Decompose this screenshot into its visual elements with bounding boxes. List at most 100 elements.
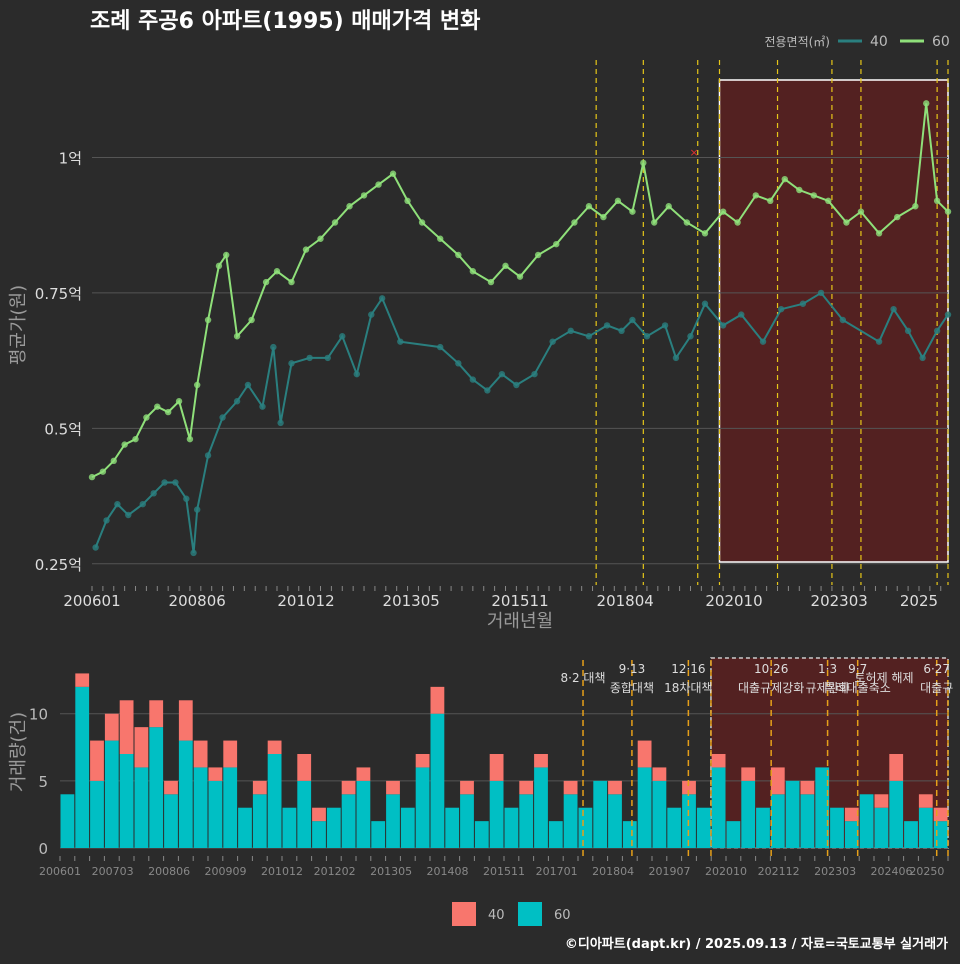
price-y-tick-label: 0.5억 [44,420,82,438]
policy-annotation-label: 18차대책 [664,680,712,695]
volume-bar-60 [770,794,785,848]
volume-x-tick-label: 201202 [314,865,356,878]
policy-annotation-label: 대출규제강화 [738,681,804,695]
volume-bar-60 [371,821,386,848]
volume-bar-60 [223,767,238,848]
price-x-tick-label: 202303 [811,592,868,610]
volume-bar-40 [104,713,119,741]
volume-bar-40 [800,780,815,795]
volume-bar-60 [904,821,918,848]
volume-bar-40 [770,767,785,795]
volume-bar-40 [563,780,578,795]
volume-bar-40 [267,740,282,754]
volume-bar-60 [164,794,178,848]
volume-x-tick-label: 201408 [427,865,469,878]
volume-y-tick-label: 5 [38,773,48,791]
volume-bar-60 [918,807,933,848]
volume-x-tick-label: 200601 [39,865,81,878]
volume-x-tick-label: 201804 [592,865,634,878]
volume-bar-40 [178,700,193,741]
price-x-tick-label: 201012 [277,592,334,610]
volume-bar-40 [415,754,430,768]
volume-bar-60 [267,754,282,848]
volume-bar-60 [326,807,341,848]
price-lines [91,103,949,554]
volume-x-tick-label: 201305 [370,865,412,878]
volume-x-tick-label: 200703 [92,865,134,878]
volume-y-tick-label: 0 [38,840,48,858]
footer-credit: ©디아파트(dapt.kr) / 2025.09.13 / 자료=국토교통부 실… [565,936,948,952]
price-grid [92,157,948,565]
volume-x-tick-label: 201012 [261,865,303,878]
volume-bar-40 [356,767,371,781]
volume-bar-40 [134,727,149,768]
volume-bar-60 [90,780,104,848]
volume-bar-60 [430,713,445,848]
volume-bar-60 [800,794,815,848]
volume-bar-60 [312,821,326,848]
volume-bar-40 [252,780,267,795]
volume-bar-40 [741,767,756,781]
volume-bar-60 [60,794,75,848]
volume-y-tick-labels: 0 5 10 [29,706,48,858]
legend-bar-40-label: 40 [488,908,505,923]
policy-annotation-date: 10·26 [754,662,788,676]
price-x-tick-label: 200806 [169,592,226,610]
volume-bar-60 [844,821,859,848]
volume-bar-60 [874,807,889,848]
volume-bar-60 [548,821,563,848]
volume-x-tick-label: 201701 [536,865,578,878]
volume-bar-40 [75,673,90,687]
volume-bar-40 [844,807,859,822]
policy-annotation-date: 1·3 [818,662,837,676]
volume-bar-40 [341,780,356,795]
volume-bar-40 [918,794,933,808]
volume-bar-40 [637,740,652,768]
volume-bar-40 [711,754,726,768]
price-y-axis-label: 평균가(원) [8,285,29,365]
policy-annotation-label: 8·2 대책 [561,670,606,685]
volume-bar-60 [859,794,874,848]
legend-bar-60-swatch [518,902,542,926]
volume-bar-60 [608,794,622,848]
volume-bar-60 [711,767,726,848]
price-y-tick-label: 0.75억 [35,285,82,303]
volume-bar-60 [652,780,667,848]
volume-bar-60 [756,807,770,848]
volume-x-tick-label: 202303 [814,865,856,878]
volume-bar-40 [608,780,622,795]
volume-legend: 40 60 [452,902,571,926]
volume-bar-60 [297,780,312,848]
volume-bar-40 [119,700,134,754]
volume-bar-60 [785,780,800,848]
volume-x-tick-label: 202010 [705,865,747,878]
price-x-axis-label: 거래년월 [487,611,553,632]
volume-bar-40 [386,780,400,795]
policy-annotation-label: 특례대출축소 [825,681,891,695]
legend-60-label: 60 [932,34,950,50]
volume-bar-60 [622,821,637,848]
volume-bar-60 [341,794,356,848]
volume-bar-60 [815,767,830,848]
price-x-tick-label: 2025 [900,592,938,610]
policy-annotation-label: 규제완화 [806,681,850,695]
volume-bar-40 [149,700,164,728]
volume-bar-40 [682,780,696,795]
volume-x-tick-label: 20250 [909,865,944,878]
price-x-tick-label: 201804 [597,592,654,610]
volume-bar-40 [652,767,667,781]
price-line-60 [91,103,949,478]
volume-policy-lines [582,660,949,858]
volume-bar-40 [430,686,445,714]
policy-annotations: 8·2 대책 9·13 종합대책 12·16 18차대책 10·26 대출규제강화 1·3 규제… [561,662,954,695]
volume-bar-40 [889,754,904,781]
volume-bar-60 [208,780,223,848]
policy-annotation-date: 9·7 [848,662,867,676]
volume-bar-40 [874,794,889,808]
policy-annotation-date: 6·27 [923,662,950,676]
volume-bar-60 [474,821,489,848]
price-legend: 전용면적(㎡) 40 60 [764,34,949,50]
volume-bar-60 [889,780,904,848]
